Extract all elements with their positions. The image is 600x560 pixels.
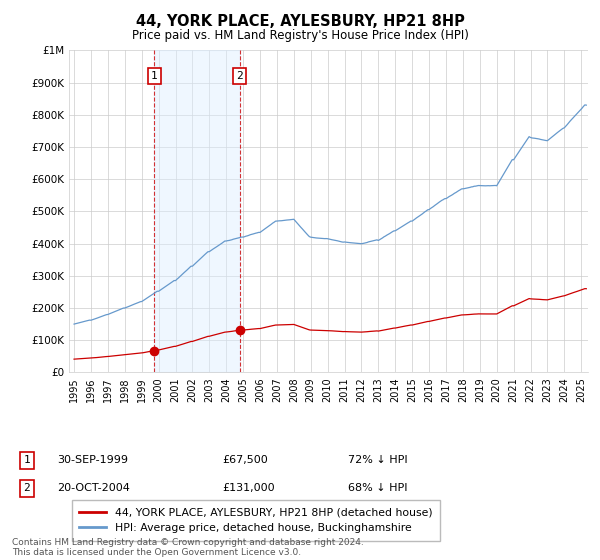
Text: 1: 1 [151, 71, 158, 81]
Text: 1: 1 [23, 455, 31, 465]
Text: £67,500: £67,500 [222, 455, 268, 465]
Text: 2: 2 [236, 71, 243, 81]
Text: £131,000: £131,000 [222, 483, 275, 493]
Legend: 44, YORK PLACE, AYLESBURY, HP21 8HP (detached house), HPI: Average price, detach: 44, YORK PLACE, AYLESBURY, HP21 8HP (det… [72, 500, 440, 541]
Text: 20-OCT-2004: 20-OCT-2004 [57, 483, 130, 493]
Text: Contains HM Land Registry data © Crown copyright and database right 2024.
This d: Contains HM Land Registry data © Crown c… [12, 538, 364, 557]
Text: Price paid vs. HM Land Registry's House Price Index (HPI): Price paid vs. HM Land Registry's House … [131, 29, 469, 42]
Text: 2: 2 [23, 483, 31, 493]
Text: 44, YORK PLACE, AYLESBURY, HP21 8HP: 44, YORK PLACE, AYLESBURY, HP21 8HP [136, 14, 464, 29]
Text: 72% ↓ HPI: 72% ↓ HPI [348, 455, 407, 465]
Text: 30-SEP-1999: 30-SEP-1999 [57, 455, 128, 465]
Text: 68% ↓ HPI: 68% ↓ HPI [348, 483, 407, 493]
